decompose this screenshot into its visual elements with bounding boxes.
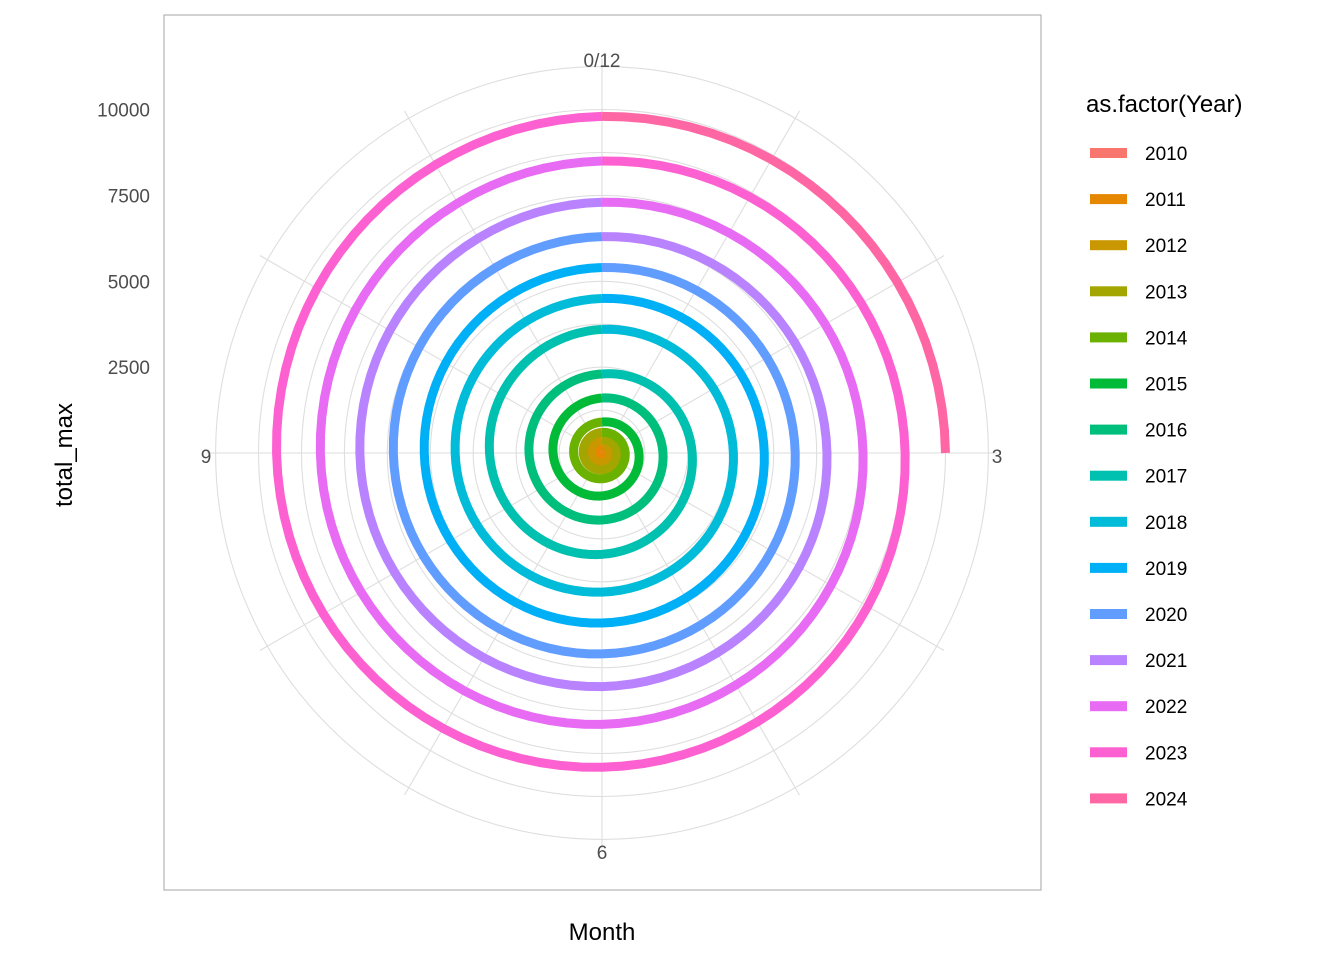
month-tick-label: 9 xyxy=(201,447,212,468)
series-2013 xyxy=(578,427,622,475)
legend-label-2020: 2020 xyxy=(1145,605,1187,626)
label-layer: 2500 5000 7500 10000 0/12 3 6 9 xyxy=(97,51,1002,864)
x-axis-title: Month xyxy=(569,919,636,946)
month-tick-label: 0/12 xyxy=(584,51,621,72)
legend-label-2017: 2017 xyxy=(1145,467,1187,488)
legend-key-2020 xyxy=(1090,609,1127,619)
legend-label-2011: 2011 xyxy=(1145,190,1186,211)
series-2015 xyxy=(548,393,644,501)
y-tick-label: 5000 xyxy=(108,272,150,293)
legend-label-2015: 2015 xyxy=(1145,375,1187,396)
legend-key-2010 xyxy=(1090,148,1127,158)
legend-key-2018 xyxy=(1090,516,1127,527)
legend-label-2013: 2013 xyxy=(1145,282,1187,303)
series-2014 xyxy=(569,417,630,484)
grid-spoke xyxy=(601,110,800,454)
series-2020 xyxy=(388,232,800,659)
y-tick-label: 10000 xyxy=(97,101,150,122)
legend-key-2016 xyxy=(1090,424,1127,435)
legend-key-2013 xyxy=(1090,286,1127,297)
legend-label-2012: 2012 xyxy=(1145,236,1187,257)
legend: 2010 2011 2012 2013 2014 2015 2016 2017 2018 2019… xyxy=(1090,144,1188,810)
series-2018 xyxy=(450,293,738,597)
series-2022 xyxy=(315,156,868,729)
legend-key-2012 xyxy=(1090,240,1127,251)
legend-key-2011 xyxy=(1090,194,1127,205)
legend-label-2023: 2023 xyxy=(1145,743,1187,764)
legend-key-2021 xyxy=(1090,655,1127,666)
legend-key-2015 xyxy=(1090,378,1127,389)
legend-label-2021: 2021 xyxy=(1145,651,1187,672)
series-2024 xyxy=(601,111,950,454)
series-2019 xyxy=(419,263,769,628)
legend-key-2017 xyxy=(1090,470,1127,481)
month-tick-label: 3 xyxy=(992,447,1003,468)
legend-title: as.factor(Year) xyxy=(1086,91,1243,118)
legend-label-2014: 2014 xyxy=(1145,328,1188,349)
legend-label-2016: 2016 xyxy=(1145,421,1187,442)
legend-label-2018: 2018 xyxy=(1145,513,1187,534)
y-tick-label: 2500 xyxy=(108,358,150,379)
series-2012 xyxy=(585,435,615,468)
series-2016 xyxy=(524,369,668,525)
y-tick-label: 7500 xyxy=(108,186,150,207)
legend-key-2022 xyxy=(1090,701,1127,712)
series-layer xyxy=(272,111,950,772)
month-tick-label: 6 xyxy=(597,843,608,864)
y-axis-title: total_max xyxy=(51,403,78,507)
legend-label-2019: 2019 xyxy=(1145,559,1187,580)
legend-key-2024 xyxy=(1090,793,1127,804)
legend-label-2010: 2010 xyxy=(1145,144,1187,165)
grid-spoke xyxy=(601,255,945,454)
legend-key-2019 xyxy=(1090,562,1127,573)
series-2021 xyxy=(355,197,832,692)
series-2023 xyxy=(272,111,910,772)
legend-key-2023 xyxy=(1090,747,1127,758)
grid-spoke xyxy=(259,452,603,651)
legend-key-2014 xyxy=(1090,332,1127,343)
legend-label-2022: 2022 xyxy=(1145,697,1187,718)
legend-label-2024: 2024 xyxy=(1145,789,1188,810)
series-2017 xyxy=(484,324,697,560)
